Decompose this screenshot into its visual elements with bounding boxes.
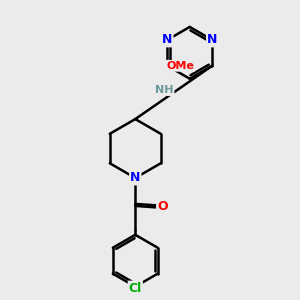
Text: NH: NH	[155, 85, 174, 95]
Text: N: N	[162, 33, 172, 46]
Text: N: N	[130, 172, 140, 184]
Text: OMe: OMe	[167, 61, 194, 71]
Text: O: O	[157, 200, 168, 213]
Text: N: N	[207, 33, 217, 46]
Text: Cl: Cl	[129, 282, 142, 295]
